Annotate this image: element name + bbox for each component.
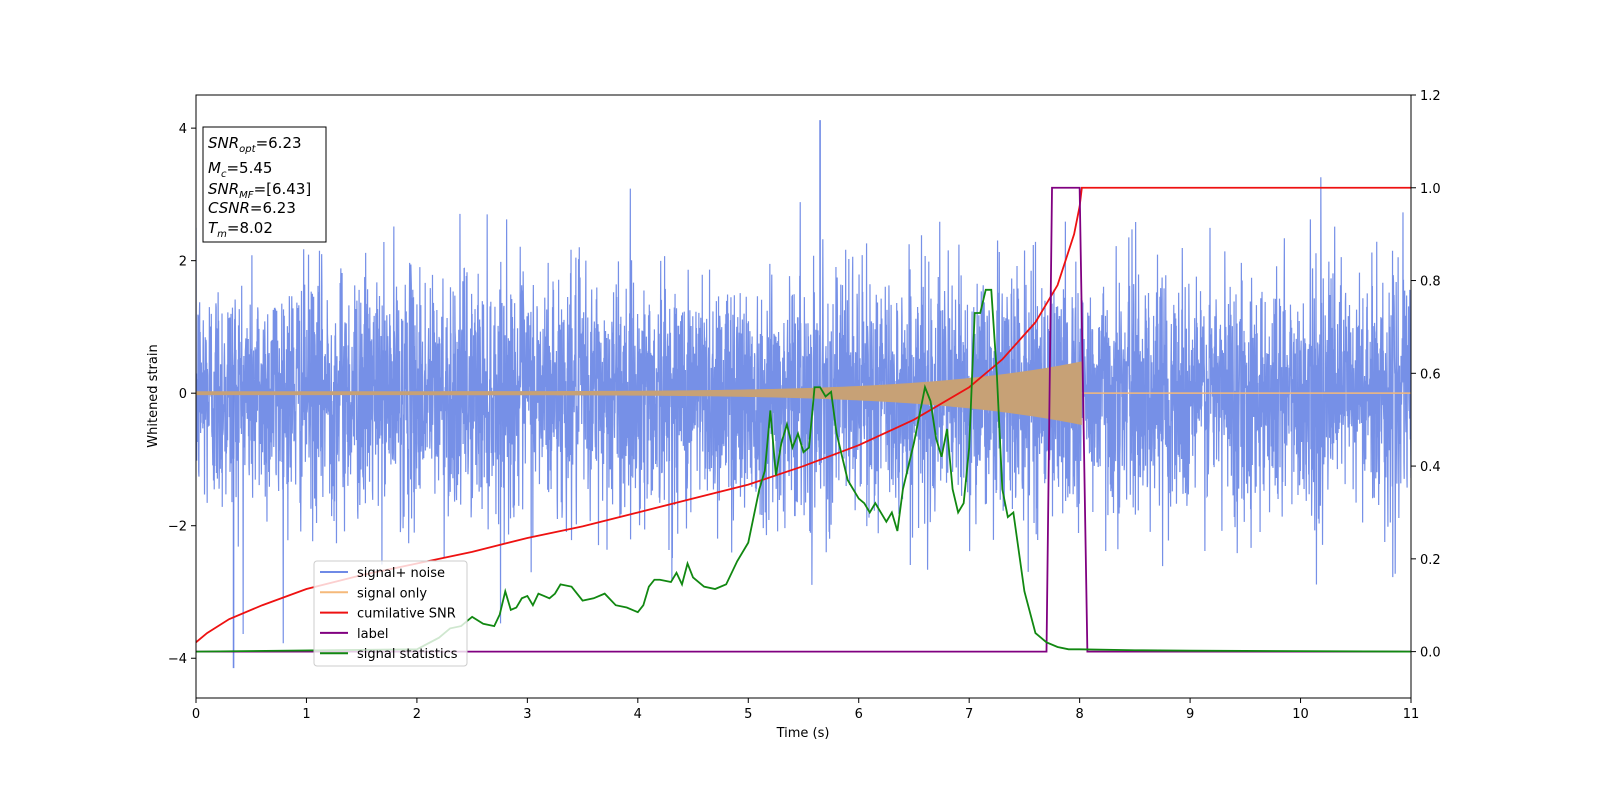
legend-label: label xyxy=(357,627,388,642)
x-tick-label: 1 xyxy=(302,707,310,722)
legend-frame xyxy=(313,560,468,667)
x-tick-label: 7 xyxy=(965,707,973,722)
series-signal-only-envelope xyxy=(196,361,1082,425)
y-left-tick-label: 2 xyxy=(179,255,187,270)
series-signal-noise-line xyxy=(196,177,1411,644)
x-tick-label: 3 xyxy=(523,707,531,722)
y-right-tick-label: 1.0 xyxy=(1420,182,1441,197)
y-left-tick-label: −4 xyxy=(168,652,187,667)
info-tm: Tm=8.02 xyxy=(208,219,273,240)
x-axis: 0 1 2 3 4 5 6 7 8 9 10 11 xyxy=(192,698,1419,722)
legend-label: cumilative SNR xyxy=(357,607,456,622)
info-csnr: CSNR=6.23 xyxy=(208,199,296,217)
y-right-tick-label: 0.2 xyxy=(1420,553,1441,568)
y-left-tick-label: 4 xyxy=(179,122,187,137)
series-signal-statistics-line xyxy=(196,288,1411,653)
series-label-line xyxy=(196,186,1411,653)
series-cumulative-snr-line xyxy=(196,186,1411,644)
info-box: SNRopt=6.23 Mc=5.45 SNRMF=[6.43] CSNR=6.… xyxy=(202,126,327,243)
legend: signal+ noise signal only cumilative SNR la… xyxy=(313,560,468,667)
legend-label: signal statistics xyxy=(357,647,458,662)
y-left-tick-label: 0 xyxy=(179,387,187,402)
y-right-tick-label: 0.8 xyxy=(1420,275,1441,290)
y-axis-label: Whitened strain xyxy=(146,344,161,447)
x-tick-label: 8 xyxy=(1075,707,1083,722)
x-tick-label: 11 xyxy=(1403,707,1420,722)
info-box-frame xyxy=(202,126,327,243)
x-tick-label: 5 xyxy=(744,707,752,722)
plot-area xyxy=(196,120,1411,669)
y-right-tick-label: 0.0 xyxy=(1420,646,1441,661)
y-left-tick-label: −2 xyxy=(168,520,187,535)
x-tick-label: 6 xyxy=(855,707,863,722)
x-tick-label: 4 xyxy=(634,707,642,722)
y-axis-right: 0.0 0.2 0.4 0.6 0.8 1.0 1.2 xyxy=(1411,89,1441,661)
axes-frame xyxy=(195,94,1412,699)
x-tick-label: 9 xyxy=(1186,707,1194,722)
info-mc: Mc=5.45 xyxy=(208,159,272,180)
info-snr-opt: SNRopt=6.23 xyxy=(208,134,302,155)
y-right-tick-label: 1.2 xyxy=(1420,89,1441,104)
x-tick-label: 0 xyxy=(192,707,200,722)
x-tick-label: 2 xyxy=(413,707,421,722)
legend-label: signal only xyxy=(357,586,427,601)
x-axis-label: Time (s) xyxy=(776,726,830,741)
y-right-tick-label: 0.4 xyxy=(1420,460,1441,475)
info-snr-mf: SNRMF=[6.43] xyxy=(208,180,311,201)
legend-label: signal+ noise xyxy=(357,566,445,581)
y-axis-left: −4 −2 0 2 4 xyxy=(168,122,196,667)
x-tick-label: 10 xyxy=(1292,707,1309,722)
y-right-tick-label: 0.6 xyxy=(1420,367,1441,382)
